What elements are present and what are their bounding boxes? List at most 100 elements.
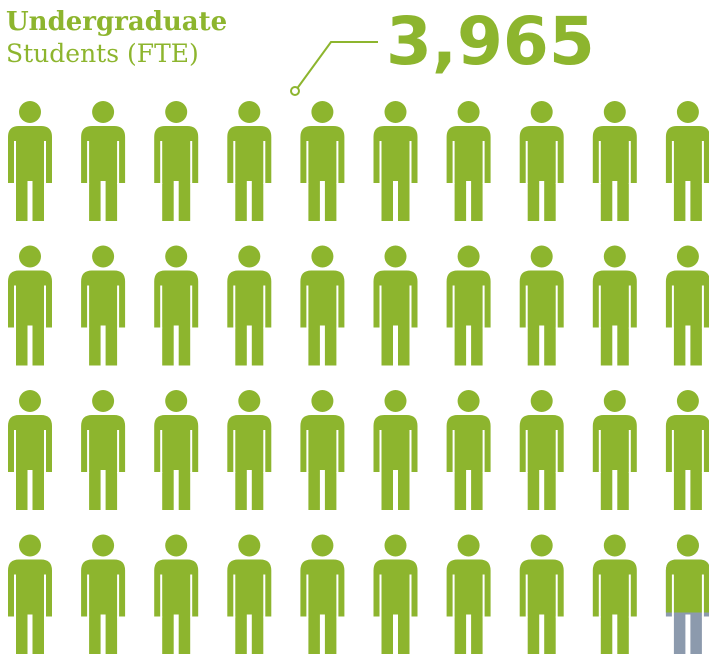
- icon-body: [373, 559, 418, 654]
- person-icon: [665, 534, 709, 654]
- icon-fill: [227, 245, 272, 366]
- person-icon: [665, 101, 709, 221]
- icon-fill: [8, 390, 52, 510]
- icon-body: [154, 559, 199, 654]
- person-icon: [154, 534, 199, 654]
- icon-fill: [446, 534, 491, 654]
- icon-fill: [227, 101, 272, 221]
- icon-body: [592, 415, 637, 510]
- icon-head: [238, 245, 261, 268]
- icon-head: [311, 390, 334, 412]
- icon-fill: [446, 101, 491, 221]
- person-icon: [227, 390, 272, 510]
- icon-body: [300, 559, 345, 654]
- person-icon: [154, 390, 199, 510]
- person-icon: [519, 245, 564, 366]
- person-icon: [665, 390, 709, 510]
- icon-head: [238, 390, 261, 412]
- icon-head: [603, 245, 626, 268]
- person-icon: [519, 390, 564, 510]
- icon-fill: [300, 534, 345, 654]
- icon-head: [92, 245, 115, 268]
- icon-body: [154, 126, 199, 221]
- icon-body: [373, 415, 418, 510]
- icon-body: [665, 270, 709, 366]
- icon-fill: [665, 390, 709, 510]
- icon-body: [665, 126, 709, 221]
- icon-fill: [592, 101, 637, 221]
- icon-body: [154, 270, 199, 366]
- icon-fill: [81, 101, 126, 221]
- callout-line: [295, 41, 378, 91]
- icon-fill: [592, 245, 637, 366]
- person-icon: [81, 101, 126, 221]
- icon-fill: [154, 390, 199, 510]
- icon-head: [311, 101, 334, 123]
- icon-head: [384, 534, 407, 557]
- icon-head: [676, 101, 699, 123]
- icon-head: [457, 390, 480, 412]
- icon-body: [300, 126, 345, 221]
- icon-body: [446, 415, 491, 510]
- person-icon: [300, 101, 345, 221]
- icon-fill: [81, 390, 126, 510]
- icon-head: [19, 101, 41, 123]
- icon-fill: [373, 101, 418, 221]
- person-icon: [592, 101, 637, 221]
- icon-head: [384, 245, 407, 268]
- person-icon: [665, 245, 709, 366]
- icon-head: [603, 101, 626, 123]
- icon-fill: [81, 245, 126, 366]
- icon-head: [311, 534, 334, 557]
- icon-fill: [8, 245, 52, 366]
- icon-head: [457, 245, 480, 268]
- icon-body: [373, 126, 418, 221]
- person-icon: [300, 534, 345, 654]
- icon-head: [238, 101, 261, 123]
- value-label: 3,965: [386, 3, 595, 80]
- person-icon: [81, 390, 126, 510]
- icon-head: [19, 534, 41, 557]
- person-icon: [300, 390, 345, 510]
- icon-body: [227, 559, 272, 654]
- icon-body: [8, 270, 52, 366]
- icon-fill: [519, 390, 564, 510]
- icon-fill: [665, 245, 709, 366]
- icon-body: [592, 126, 637, 221]
- icon-body: [81, 126, 126, 221]
- chart-title: Undergraduate: [6, 7, 227, 37]
- icon-fill: [592, 390, 637, 510]
- icon-head: [165, 245, 188, 268]
- person-icon: [592, 245, 637, 366]
- person-icon: [300, 245, 345, 366]
- icon-body: [446, 270, 491, 366]
- icon-fill: [665, 101, 709, 221]
- person-icon: [8, 245, 52, 366]
- icon-body: [665, 415, 709, 510]
- person-icon: [446, 390, 491, 510]
- person-icon: [446, 534, 491, 654]
- person-icon: [227, 245, 272, 366]
- icon-fill: [8, 534, 52, 654]
- icon-head: [457, 534, 480, 557]
- icon-head: [19, 390, 41, 412]
- icon-fill: [373, 245, 418, 366]
- icon-head: [530, 534, 553, 557]
- icon-body: [592, 559, 637, 654]
- icon-fill: [373, 534, 418, 654]
- icon-head: [92, 101, 115, 123]
- icon-fill: [154, 534, 199, 654]
- person-icon: [373, 390, 418, 510]
- icon-body: [519, 415, 564, 510]
- icon-body: [8, 559, 52, 654]
- icon-fill: [373, 390, 418, 510]
- icon-body: [519, 559, 564, 654]
- icon-body: [227, 415, 272, 510]
- icon-head: [603, 534, 626, 557]
- icon-fill: [446, 390, 491, 510]
- icon-head: [457, 101, 480, 123]
- icon-body: [154, 415, 199, 510]
- person-icon: [446, 101, 491, 221]
- icon-body: [665, 559, 709, 613]
